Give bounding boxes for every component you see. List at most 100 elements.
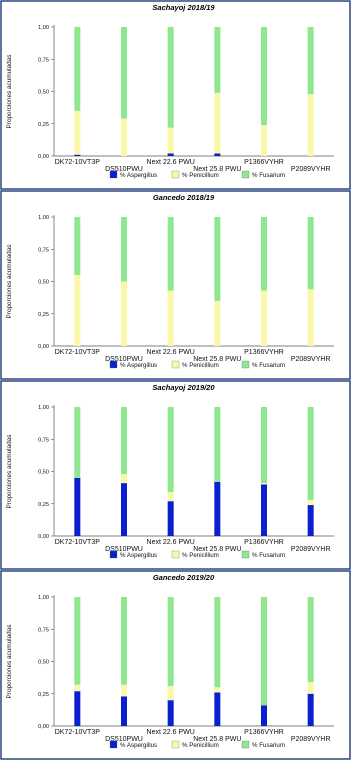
bar-fusarium [261, 217, 267, 291]
legend-label-aspergillus: % Aspergillus [120, 742, 157, 749]
legend-swatch-aspergillus [109, 740, 118, 749]
panel-frame [0, 0, 351, 190]
bar-penicillium [214, 687, 221, 693]
bar-fusarium [307, 597, 314, 683]
y-axis-label: Proporciones acumuladas [6, 245, 13, 319]
bar-penicillium [261, 125, 267, 156]
bar-penicillium [121, 118, 127, 156]
y-tick-label: 1,00 [38, 25, 49, 31]
legend-swatch-penicillium [171, 170, 180, 179]
legend-swatch-fusarium [241, 170, 250, 179]
category-label: Next 22.6 PWU [147, 349, 195, 356]
bar-fusarium [214, 407, 221, 482]
y-tick-label: 0,50 [38, 280, 49, 286]
legend-swatch-aspergillus [109, 170, 118, 179]
bar-aspergillus [74, 477, 81, 536]
category-label: P2089VYHR [291, 546, 331, 553]
y-tick-label: 0,75 [38, 627, 49, 633]
category-label: Next 22.6 PWU [147, 539, 195, 546]
legend-swatch-penicillium [171, 550, 180, 559]
bar-fusarium [214, 217, 221, 301]
category-label: DK72-10VT3P [55, 729, 100, 736]
legend-label-penicillium: % Penicillium [182, 362, 219, 369]
y-tick-label: 0,25 [38, 312, 49, 318]
bar-fusarium [121, 27, 127, 119]
bar-aspergillus [214, 153, 221, 156]
panel-frame [0, 190, 351, 380]
chart-title: Sachayoj 2019/20 [152, 383, 215, 392]
category-label: DS510PWU [105, 356, 143, 363]
bar-penicillium [74, 684, 81, 692]
legend-label-penicillium: % Penicillium [182, 742, 219, 749]
category-label: Next 25.8 PWU [193, 546, 241, 553]
bar-aspergillus [261, 484, 267, 536]
bar-penicillium [307, 682, 314, 694]
bar-aspergillus [214, 481, 221, 536]
bar-penicillium [167, 492, 174, 502]
panel-frame [0, 380, 351, 570]
y-axis-label: Proporciones acumuladas [6, 435, 13, 509]
bar-fusarium [167, 27, 174, 128]
y-tick-label: 0,75 [38, 57, 49, 63]
bar-penicillium [261, 290, 267, 346]
bar-penicillium [121, 684, 127, 697]
bar-penicillium [167, 686, 174, 701]
category-label: P2089VYHR [291, 166, 331, 173]
bar-fusarium [74, 217, 81, 276]
category-label: P1366VYHR [244, 729, 284, 736]
y-axis-label: Proporciones acumuladas [6, 55, 13, 129]
legend-label-fusarium: % Fusarium [252, 552, 285, 559]
bar-aspergillus [167, 700, 174, 726]
bar-fusarium [261, 27, 267, 126]
chart-panel-4: Gancedo 2019/20 Proporciones acumuladas 0,… [0, 570, 351, 760]
category-label: Next 25.8 PWU [193, 356, 241, 363]
bar-aspergillus [307, 693, 314, 726]
bar-penicillium [214, 300, 221, 346]
category-label: Next 25.8 PWU [193, 736, 241, 743]
y-tick-label: 0,50 [38, 660, 49, 666]
category-label: DK72-10VT3P [55, 539, 100, 546]
y-tick-label: 0,75 [38, 437, 49, 443]
y-tick-label: 0,50 [38, 470, 49, 476]
chart-panel-3: Sachayoj 2019/20 Proporciones acumuladas 0… [0, 380, 351, 570]
y-tick-label: 0,00 [38, 724, 49, 730]
bar-penicillium [307, 499, 314, 506]
bar-aspergillus [307, 505, 314, 536]
bar-fusarium [261, 407, 267, 484]
bar-aspergillus [74, 691, 81, 726]
panel-frame [0, 570, 351, 760]
category-label: DS510PWU [105, 736, 143, 743]
bar-penicillium [307, 94, 314, 156]
category-label: Next 22.6 PWU [147, 159, 195, 166]
bar-aspergillus [121, 696, 127, 726]
chart-title: Gancedo 2018/19 [153, 193, 215, 202]
bar-penicillium [74, 275, 81, 346]
bar-fusarium [121, 217, 127, 282]
bar-fusarium [167, 407, 174, 493]
bar-fusarium [214, 27, 221, 93]
legend-label-fusarium: % Fusarium [252, 172, 285, 179]
bar-fusarium [121, 407, 127, 475]
bar-fusarium [74, 597, 81, 685]
legend-label-aspergillus: % Aspergillus [120, 362, 157, 369]
bar-aspergillus [214, 692, 221, 726]
chart-panel-2: Gancedo 2018/19 Proporciones acumuladas 0,… [0, 190, 351, 380]
bar-fusarium [214, 597, 221, 688]
y-tick-label: 0,25 [38, 692, 49, 698]
legend-label-fusarium: % Fusarium [252, 362, 285, 369]
bar-penicillium [261, 483, 267, 485]
chart-title: Gancedo 2019/20 [153, 573, 215, 582]
bar-penicillium [167, 127, 174, 154]
category-label: Next 25.8 PWU [193, 166, 241, 173]
chart-panel-1: Sachayoj 2018/19 Proporciones acumuladas 0… [0, 0, 351, 190]
bar-penicillium [121, 474, 127, 484]
y-tick-label: 1,00 [38, 405, 49, 411]
category-label: DS510PWU [105, 546, 143, 553]
legend-swatch-fusarium [241, 360, 250, 369]
category-label: P1366VYHR [244, 349, 284, 356]
bar-fusarium [74, 407, 81, 478]
legend-label-penicillium: % Penicillium [182, 552, 219, 559]
bar-fusarium [307, 217, 314, 290]
legend-label-fusarium: % Fusarium [252, 742, 285, 749]
